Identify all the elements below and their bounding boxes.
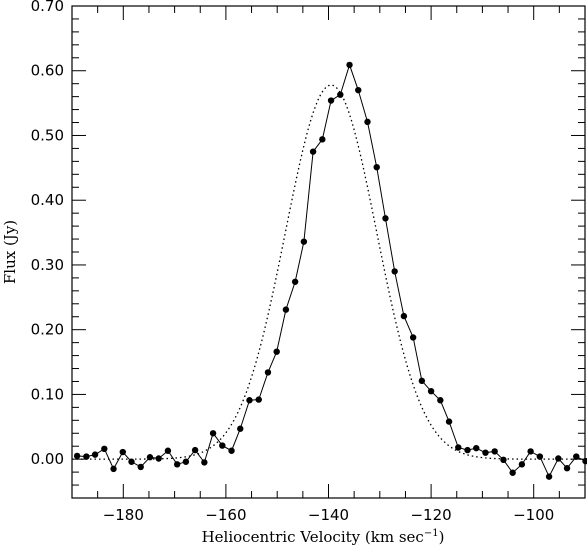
data-point bbox=[282, 306, 290, 313]
data-point bbox=[509, 469, 516, 476]
data-point bbox=[518, 461, 526, 468]
data-point bbox=[391, 268, 398, 275]
data-point bbox=[337, 91, 344, 98]
y-tick-label: 0.00 bbox=[31, 450, 64, 468]
fit-curve bbox=[72, 84, 585, 460]
data-point bbox=[291, 278, 299, 285]
data-point bbox=[418, 377, 426, 385]
data-point bbox=[473, 444, 480, 452]
data-point bbox=[464, 446, 471, 454]
data-point bbox=[128, 458, 135, 465]
x-tick-label: −100 bbox=[513, 506, 554, 524]
y-tick-label: 0.10 bbox=[31, 385, 64, 403]
data-point bbox=[273, 348, 280, 355]
data-point bbox=[582, 457, 587, 465]
data-point bbox=[119, 448, 126, 456]
data-point bbox=[255, 396, 262, 403]
tick-labels: −180 −160 −140 −120 −100 0.00 0.10 0.20 0.30 0.40… bbox=[31, 0, 555, 524]
data-point bbox=[382, 215, 389, 222]
x-axis-label-close: ) bbox=[439, 528, 445, 546]
data-point bbox=[355, 86, 362, 94]
y-tick-label: 0.20 bbox=[31, 321, 64, 339]
data-point bbox=[327, 97, 335, 104]
data-point bbox=[191, 446, 199, 454]
data-point bbox=[300, 238, 308, 245]
data-point bbox=[264, 369, 272, 376]
data-point bbox=[155, 455, 162, 462]
data-point bbox=[73, 452, 81, 460]
y-tick-label: 0.40 bbox=[31, 191, 64, 209]
data-point bbox=[346, 61, 353, 69]
data-point bbox=[491, 448, 498, 455]
x-tick-label: −120 bbox=[410, 506, 451, 524]
data-point bbox=[482, 449, 489, 456]
data-point bbox=[309, 148, 317, 155]
data-point bbox=[545, 473, 553, 480]
data-line bbox=[77, 63, 586, 478]
data-point bbox=[110, 465, 117, 473]
data-point bbox=[573, 453, 580, 460]
x-axis-label-superscript: −1 bbox=[424, 528, 439, 539]
data-point bbox=[445, 418, 453, 425]
x-tick-label: −140 bbox=[308, 506, 349, 524]
data-point bbox=[228, 447, 235, 454]
data-point bbox=[437, 397, 444, 404]
data-point bbox=[137, 463, 144, 471]
data-layer bbox=[73, 61, 587, 480]
y-tick-label: 0.70 bbox=[31, 0, 64, 15]
data-point bbox=[146, 454, 154, 461]
plot-frame bbox=[71, 5, 586, 499]
data-point bbox=[427, 387, 435, 395]
data-point bbox=[173, 461, 181, 468]
data-point bbox=[400, 312, 408, 320]
y-tick-label: 0.60 bbox=[31, 62, 64, 80]
x-tick-label: −160 bbox=[205, 506, 246, 524]
axis-ticks bbox=[71, 5, 586, 499]
data-point bbox=[409, 334, 417, 341]
x-tick-label: −180 bbox=[103, 506, 144, 524]
data-point bbox=[91, 451, 99, 458]
fit-layer bbox=[72, 84, 585, 460]
x-axis-label: Heliocentric Velocity (km sec−1) bbox=[202, 528, 445, 546]
data-point bbox=[246, 397, 253, 404]
data-point bbox=[527, 448, 534, 455]
y-axis-label: Flux (Jy) bbox=[1, 220, 19, 284]
data-point bbox=[182, 458, 190, 465]
data-point bbox=[500, 456, 507, 464]
data-point bbox=[201, 459, 208, 466]
data-point bbox=[209, 430, 217, 437]
data-point bbox=[237, 425, 244, 432]
data-point bbox=[536, 453, 544, 460]
data-point bbox=[455, 444, 462, 451]
y-tick-label: 0.50 bbox=[31, 126, 64, 144]
y-tick-label: 0.30 bbox=[31, 256, 64, 274]
data-point bbox=[219, 442, 226, 449]
data-point bbox=[563, 465, 571, 472]
data-point bbox=[373, 163, 380, 171]
data-point bbox=[364, 118, 371, 126]
data-point bbox=[83, 453, 90, 460]
data-point bbox=[164, 447, 172, 454]
data-point bbox=[555, 455, 562, 462]
data-point bbox=[101, 445, 108, 452]
data-point bbox=[319, 136, 326, 143]
